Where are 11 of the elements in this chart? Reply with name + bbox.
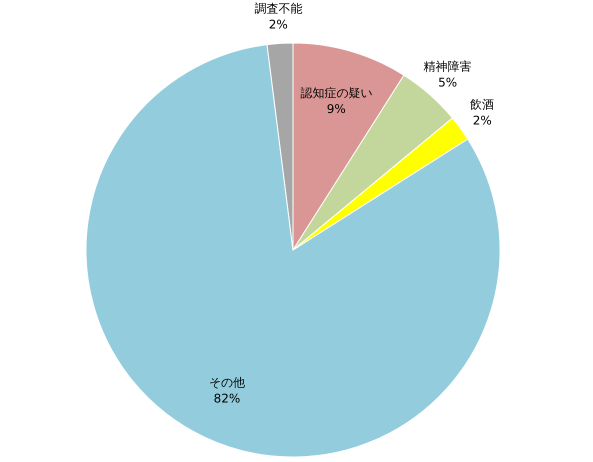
slice-label: 認知症の疑い xyxy=(300,86,372,100)
data-label: 2% xyxy=(268,18,288,32)
data-label: 9% xyxy=(326,102,346,116)
slice-label: 飲酒 xyxy=(470,98,494,112)
slice-label: 精神障害 xyxy=(424,60,472,74)
data-label: 82% xyxy=(214,391,240,406)
data-label: 5% xyxy=(438,76,458,90)
slice-label: その他 xyxy=(208,375,245,390)
slice-label: 調査不能 xyxy=(254,2,302,16)
pie-slice xyxy=(86,44,500,458)
data-label: 2% xyxy=(472,114,492,128)
